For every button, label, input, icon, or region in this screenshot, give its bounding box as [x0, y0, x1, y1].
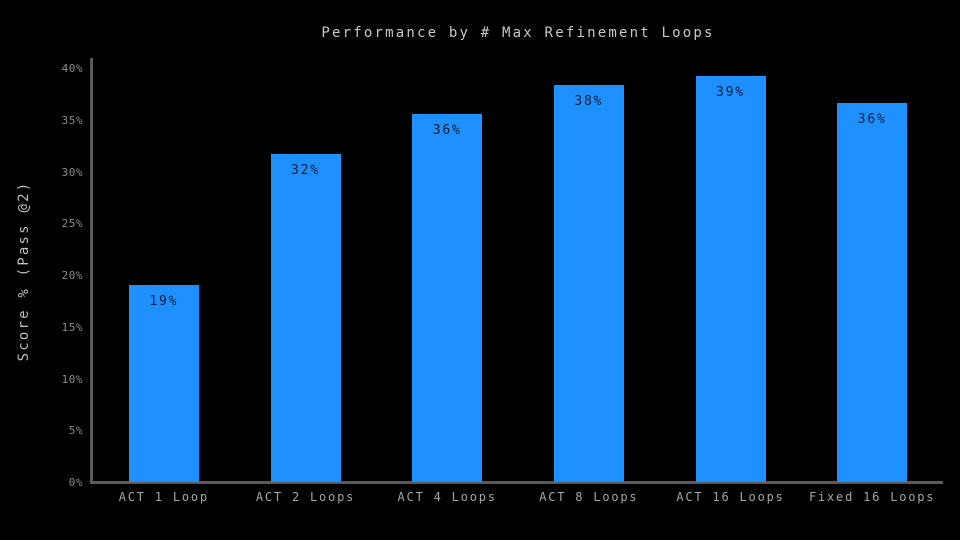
chart-title: Performance by # Max Refinement Loops	[321, 25, 715, 41]
bar-value-label: 36%	[857, 112, 887, 128]
bar	[837, 103, 908, 482]
y-tick-label: 25%	[61, 217, 83, 231]
bar-value-label: 19%	[149, 294, 179, 310]
y-tick-label: 10%	[61, 372, 83, 386]
y-tick-label: 15%	[61, 320, 83, 334]
bar	[128, 285, 199, 482]
y-axis-line	[90, 58, 93, 484]
bar-value-label: 32%	[291, 162, 320, 178]
x-tick-label: ACT 1 Loop	[118, 490, 209, 504]
x-tick-label: ACT 4 Loops	[397, 490, 497, 504]
y-tick-label: 40%	[61, 62, 83, 75]
y-tick-label: 5%	[68, 424, 83, 438]
y-tick-label: 30%	[61, 165, 83, 179]
bar-value-label: 39%	[716, 85, 745, 101]
bar	[270, 153, 341, 482]
bar	[695, 76, 766, 482]
x-tick-label: Fixed 16 Loops	[808, 490, 936, 504]
x-tick-label: ACT 8 Loops	[539, 490, 639, 504]
bar-value-label: 38%	[574, 93, 604, 109]
bar	[553, 84, 624, 482]
x-tick-label: ACT 16 Loops	[676, 490, 785, 504]
bar	[412, 113, 483, 482]
x-axis-line	[90, 481, 943, 484]
bar-value-label: 36%	[432, 122, 462, 138]
y-tick-label: 0%	[68, 476, 83, 489]
y-tick-label: 20%	[61, 269, 83, 282]
x-tick-label: ACT 2 Loops	[255, 490, 356, 504]
y-tick-label: 35%	[61, 113, 83, 127]
